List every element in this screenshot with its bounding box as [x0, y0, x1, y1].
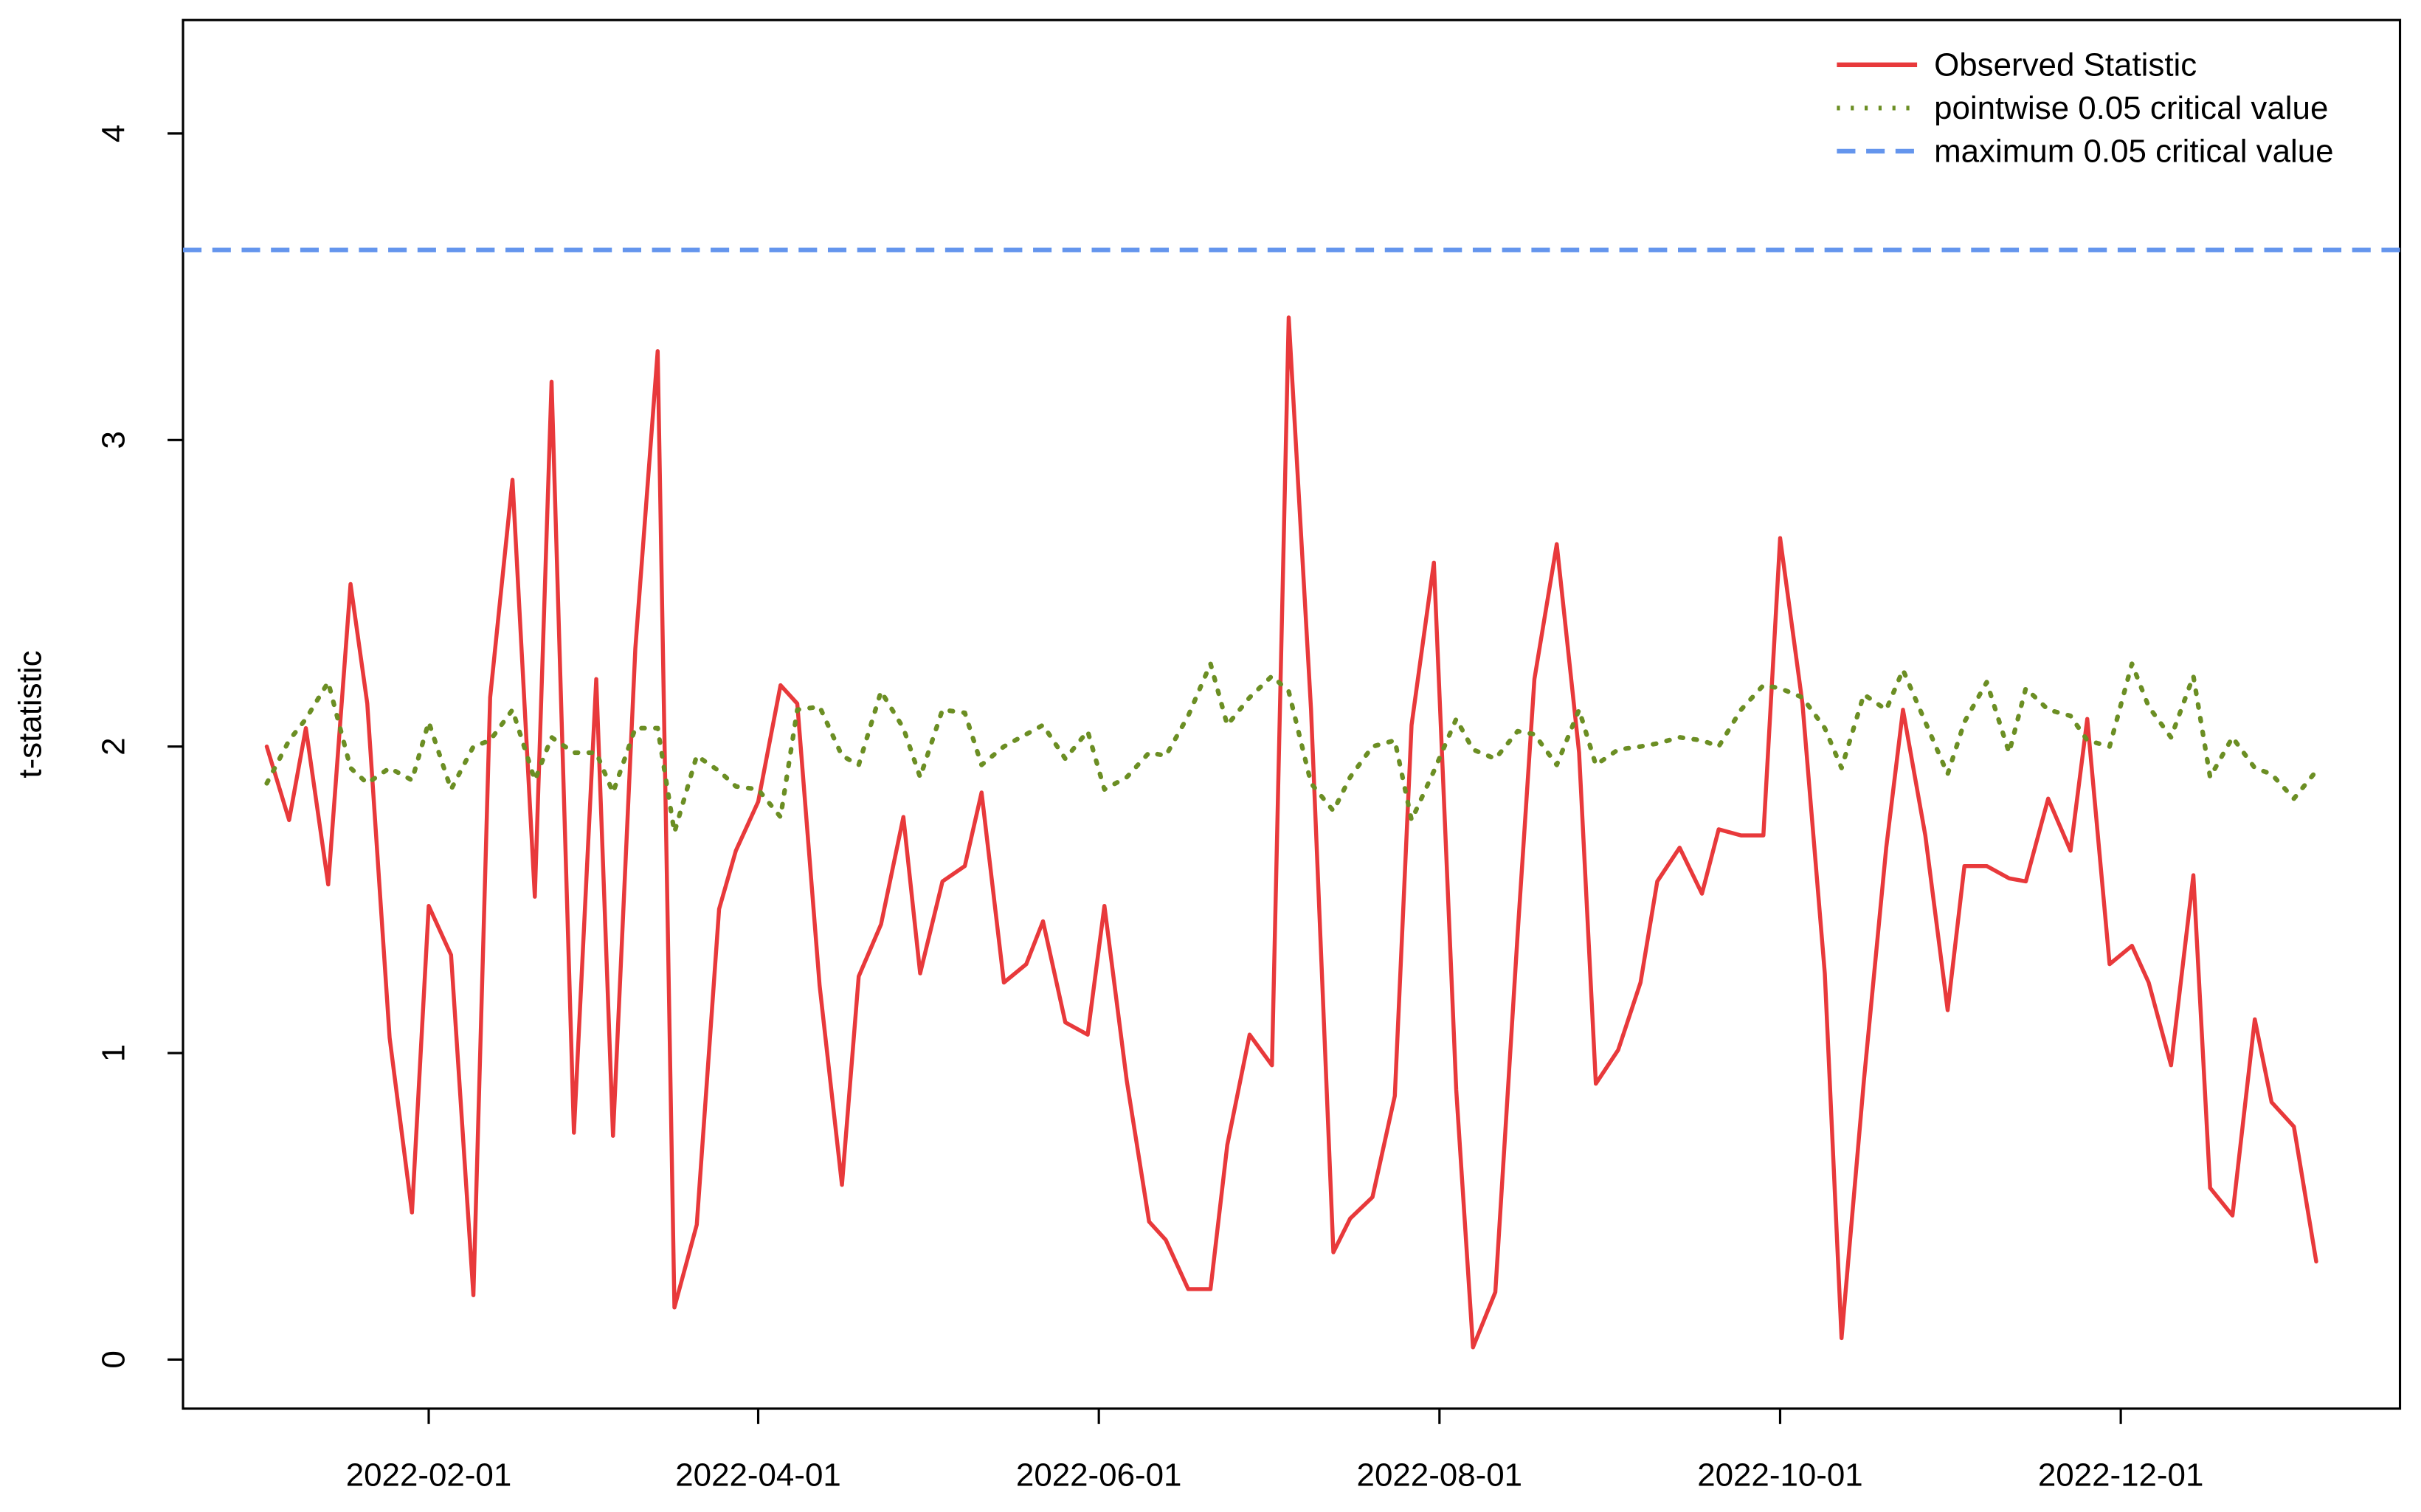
- x-tick-label: 2022-02-01: [346, 1457, 512, 1493]
- y-axis-label: t-statistic: [13, 650, 49, 778]
- x-tick-label: 2022-12-01: [2038, 1457, 2204, 1493]
- x-tick-label: 2022-10-01: [1697, 1457, 1863, 1493]
- x-tick-label: 2022-06-01: [1016, 1457, 1182, 1493]
- series-line: [264, 661, 2319, 835]
- legend-label: Observed Statistic: [1934, 46, 2197, 83]
- x-tick-label: 2022-04-01: [675, 1457, 841, 1493]
- legend-label: maximum 0.05 critical value: [1934, 134, 2334, 170]
- y-tick-label: 2: [96, 737, 132, 755]
- y-tick-label: 3: [96, 431, 132, 449]
- y-tick-label: 4: [96, 125, 132, 142]
- y-tick-label: 1: [96, 1044, 132, 1062]
- legend-label: pointwise 0.05 critical value: [1934, 90, 2328, 126]
- plot-frame: [182, 18, 2402, 1410]
- x-tick-label: 2022-08-01: [1357, 1457, 1523, 1493]
- y-tick-label: 0: [96, 1350, 132, 1368]
- series-line: [264, 315, 2318, 1350]
